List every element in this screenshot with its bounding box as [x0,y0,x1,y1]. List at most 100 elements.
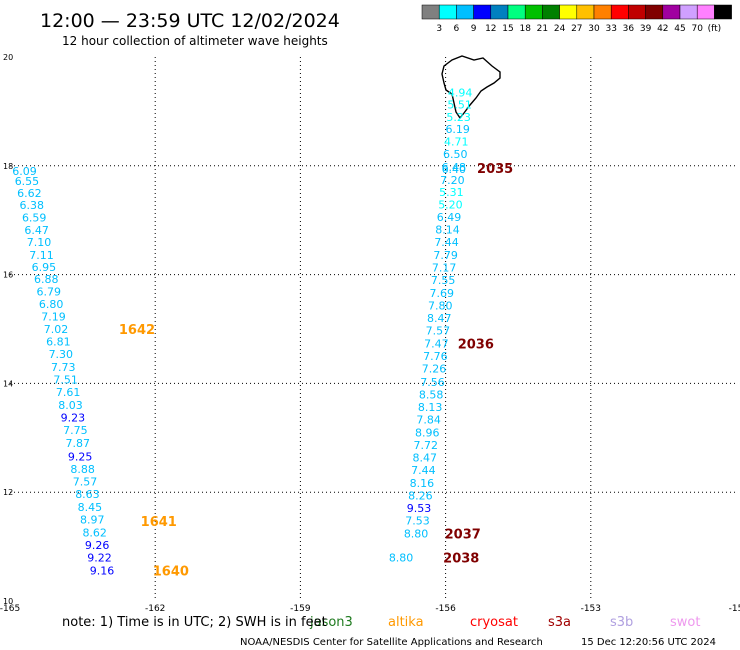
color-scale-swatch [490,4,509,20]
color-scale-label: 12 [485,24,496,34]
wave-height-label: 8.47 [427,312,452,325]
wave-height-label: 8.62 [82,526,107,539]
color-scale-swatch [645,4,664,20]
color-scale-swatch [473,4,492,20]
wave-height-label: 8.16 [410,477,435,490]
wave-height-label: 7.30 [49,348,74,361]
wave-height-label: 9.53 [407,502,432,515]
x-tick-label: -156 [435,604,456,614]
footer-credit: NOAA/NESDIS Center for Satellite Applica… [240,637,543,648]
y-tick-label: 10 [3,597,13,606]
plot-frame [9,56,737,602]
wave-height-marks: 6.096.556.626.386.596.477.107.116.956.88… [12,86,513,579]
wave-height-label: 8.58 [419,388,444,401]
color-scale-swatch [628,4,646,20]
wave-height-label: 7.20 [440,174,465,187]
color-scale-swatch [438,4,457,20]
pass-time-label: 1641 [141,515,177,530]
color-scale-label: 3 [436,24,442,34]
wave-height-label: 7.26 [422,363,447,376]
legend-item-s3a: s3a [548,615,571,630]
legend-item-altika: altika [388,615,424,630]
color-scale-swatch [696,4,715,20]
y-tick-label: 18 [3,162,13,171]
wave-height-label: 7.02 [44,323,69,336]
legend: jason3 altika cryosat s3a s3b swot [309,615,700,630]
color-scale-label: 42 [657,24,668,34]
color-scale-swatch [593,4,612,20]
wave-height-label: 7.80 [428,300,453,313]
wave-height-label: 8.80 [404,528,429,541]
wave-height-label: 6.49 [437,211,462,224]
wave-height-label: 7.84 [416,413,441,426]
x-tick-label: -165 [0,604,20,614]
wave-height-label: 7.56 [420,376,445,389]
wave-height-label: 8.47 [413,451,438,464]
color-scale-label: 24 [554,24,566,34]
wave-height-label: 8.03 [58,399,83,412]
color-scale-bar: 3 6 9 12 15 18 21 24 27 30 33 36 39 42 45 70 (ft) [421,4,732,34]
wave-height-label: 7.57 [426,325,451,338]
pass-time-label: 2035 [477,162,513,177]
footer-note: note: 1) Time is in UTC; 2) SWH is in fe… [62,615,327,630]
wave-height-label: 9.22 [87,551,112,564]
color-scale-label: 39 [640,24,652,34]
pass-time-label: 2037 [445,528,481,543]
color-scale-swatch [559,4,578,20]
wave-height-label: 8.14 [435,223,460,236]
color-scale-label: 30 [588,24,600,34]
color-scale-label: 21 [537,24,548,34]
legend-item-swot: swot [670,615,700,630]
wave-height-label: 6.38 [20,199,45,212]
color-scale-swatch [610,4,629,20]
color-scale-label: 33 [605,24,616,34]
legend-item-jason3: jason3 [309,615,353,630]
wave-height-label: 7.79 [433,249,458,262]
wave-height-label: 6.62 [17,187,42,200]
color-scale-swatch [714,4,732,20]
wave-height-label: 6.09 [12,165,37,178]
wave-height-label: 7.10 [27,236,52,249]
wave-height-label: 8.45 [78,501,103,514]
wave-height-label: 9.16 [90,565,115,578]
color-scale-label: 70 [691,24,703,34]
wave-height-label: 6.80 [39,298,64,311]
wave-height-label: 7.53 [405,514,430,527]
wave-height-label: 7.69 [429,287,454,300]
wave-height-label: 6.59 [22,211,47,224]
wave-height-label: 6.81 [46,336,71,349]
wave-height-label: 8.80 [389,551,414,564]
color-scale-label: 6 [454,24,460,34]
color-scale-swatch [524,4,543,20]
color-scale-swatch [662,4,681,20]
wave-height-label: 7.44 [434,236,459,249]
color-scale-swatch [542,4,560,20]
wave-height-label: 5.31 [439,186,464,199]
chart-subtitle: 12 hour collection of altimeter wave hei… [62,34,328,48]
y-tick-label: 14 [3,379,13,388]
x-tick-label: -162 [145,604,165,614]
wave-height-label: 7.19 [41,310,66,323]
plot-area: -165 -162 -159 -156 -153 -15 20 18 16 14 12 10 [0,53,740,614]
x-tick-label: -153 [581,604,601,614]
wave-height-label: 7.11 [29,249,54,262]
legend-item-s3b: s3b [610,615,633,630]
wave-height-label: 8.96 [415,426,440,439]
wave-height-label: 7.75 [63,424,88,437]
wave-height-label: 7.73 [51,361,76,374]
wave-height-label: 6.40 [442,163,467,176]
wave-height-label: 7.47 [424,338,449,351]
wave-height-label: 9.25 [68,450,93,463]
wave-height-label: 5.51 [447,98,472,111]
footer-timestamp: 15 Dec 12:20:56 UTC 2024 [581,637,716,648]
wave-height-label: 8.63 [75,488,100,501]
pass-time-label: 2036 [458,338,494,353]
color-scale-label: (ft) [708,24,722,34]
color-scale-label: 45 [674,24,685,34]
wave-height-label: 6.88 [34,273,59,286]
color-scale-label: 9 [471,24,477,34]
wave-height-label: 6.79 [36,285,61,298]
y-tick-label: 16 [3,271,13,280]
wave-height-label: 7.17 [432,262,457,275]
wave-height-label: 8.88 [70,463,95,476]
